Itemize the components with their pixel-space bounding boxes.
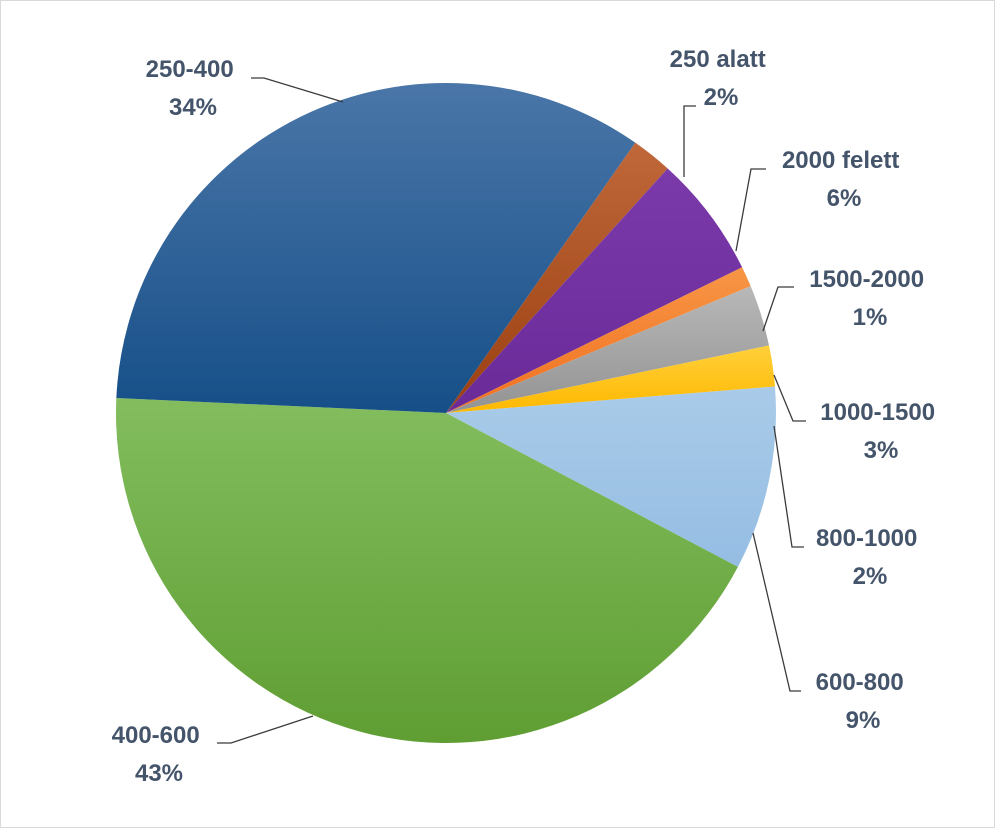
label-name: 800-1000 (816, 525, 917, 552)
slice-2000-felett (446, 168, 743, 413)
label-1000-1500: 1000-1500 3% (820, 399, 941, 464)
label-percent: 43% (135, 760, 183, 787)
label-percent: 6% (827, 185, 862, 212)
leader-line-400-600 (217, 715, 314, 744)
leader-line-250-400 (251, 77, 344, 103)
label-name: 2000 felett (782, 147, 899, 174)
slice-250-400 (116, 83, 636, 413)
label-2000-felett: 2000 felett 6% (782, 147, 906, 212)
label-400-600: 400-600 43% (112, 722, 207, 787)
leader-line-600-800 (752, 532, 801, 692)
label-percent: 34% (169, 94, 217, 121)
label-percent: 2% (853, 563, 888, 590)
slice-600-800 (446, 386, 777, 567)
leader-line-800-1000 (773, 425, 804, 548)
pie-slices (116, 83, 777, 743)
label-250-alatt: 250 alatt 2% (670, 46, 773, 111)
label-percent: 9% (846, 707, 881, 734)
leader-line-250-alatt (683, 105, 696, 177)
label-name: 1000-1500 (820, 399, 935, 426)
slice-1000-1500 (446, 286, 770, 413)
leader-line-2000-felett (735, 168, 766, 252)
label-percent: 3% (864, 437, 899, 464)
slice-1500-2000 (446, 267, 751, 413)
label-name: 250-400 (146, 56, 234, 83)
data-labels: 250 alatt 2% 2000 felett 6% 1500-2000 1%… (112, 46, 941, 787)
label-percent: 1% (853, 304, 888, 331)
leader-line-1000-1500 (773, 374, 806, 422)
leader-line-1500-2000 (762, 286, 794, 332)
slice-400-600 (116, 398, 738, 743)
label-600-800: 600-800 9% (816, 669, 911, 734)
label-name: 1500-2000 (809, 266, 924, 293)
label-name: 250 alatt (670, 46, 766, 73)
label-250-400: 250-400 34% (146, 56, 241, 121)
label-800-1000: 800-1000 2% (816, 525, 924, 590)
slice-250-alatt (446, 142, 668, 413)
label-1500-2000: 1500-2000 1% (809, 266, 930, 331)
label-name: 400-600 (112, 722, 200, 749)
slice-800-1000 (446, 345, 775, 413)
leader-lines (217, 77, 806, 744)
label-name: 600-800 (816, 669, 904, 696)
label-percent: 2% (704, 84, 739, 111)
